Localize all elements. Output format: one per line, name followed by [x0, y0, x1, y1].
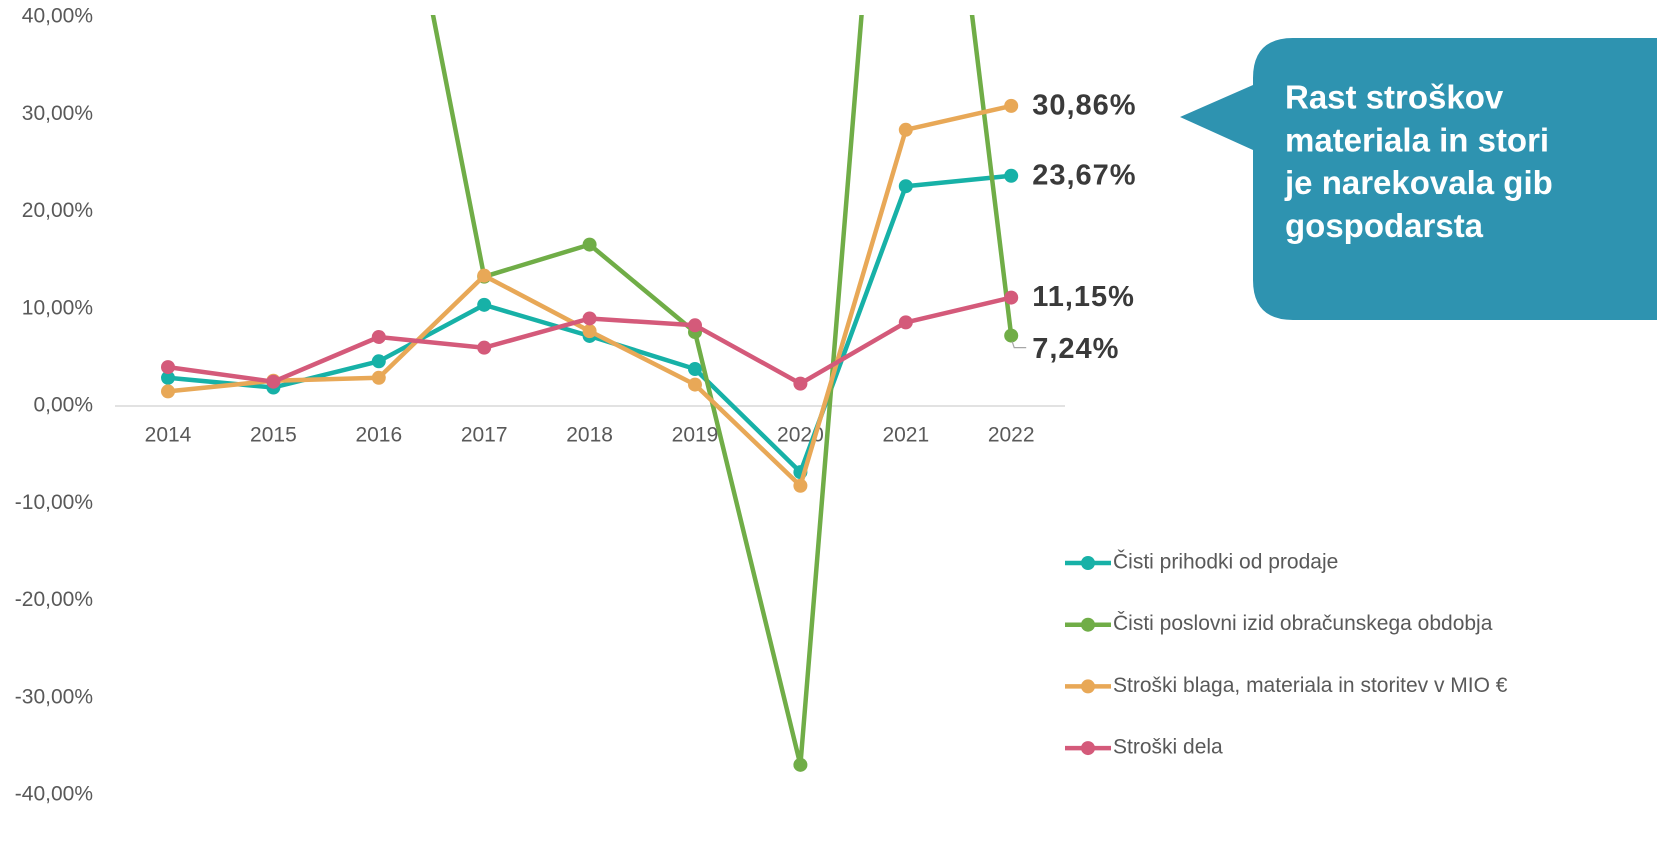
legend-label: Stroški blaga, materiala in storitev v M…	[1113, 674, 1508, 697]
legend-marker	[1081, 679, 1095, 694]
series-marker	[477, 297, 492, 312]
callout-text: gospodarsta	[1285, 207, 1484, 244]
callout-text: je narekovala gib	[1284, 164, 1553, 201]
legend-marker	[1081, 741, 1095, 756]
series-marker	[688, 377, 702, 392]
callout-text: materiala in stori	[1285, 121, 1549, 158]
data-label: 7,24%	[1032, 333, 1119, 365]
series-marker	[793, 478, 808, 493]
data-label: 11,15%	[1032, 281, 1135, 313]
leader-line	[1011, 341, 1027, 349]
series-marker	[793, 757, 808, 772]
y-tick-label: 40,00%	[22, 5, 93, 28]
data-labels: 23,67% 7,24% 30,86% 11,15%	[1011, 90, 1136, 365]
callout: Rast stroškov materiala in stori je nareko…	[1180, 38, 1657, 320]
series-marker	[1004, 98, 1019, 113]
x-tick-label: 2015	[250, 424, 297, 447]
y-tick-label: -30,00%	[15, 685, 93, 708]
series-marker	[1004, 168, 1019, 183]
legend-label: Stroški dela	[1113, 736, 1223, 759]
legend-label: Čisti prihodki od prodaje	[1113, 551, 1338, 574]
series-marker	[477, 340, 492, 355]
series-marker	[582, 311, 597, 326]
x-tick-label: 2022	[988, 424, 1035, 447]
y-tick-label: 0,00%	[33, 394, 93, 417]
data-label: 30,86%	[1032, 90, 1136, 122]
series-marker	[898, 315, 913, 330]
series-marker	[161, 360, 175, 375]
series-marker	[582, 237, 597, 252]
y-tick-label: -10,00%	[15, 491, 93, 514]
series-marker	[793, 376, 808, 391]
x-tick-label: 2019	[672, 424, 719, 447]
plot-area	[161, 15, 1019, 772]
series-marker	[688, 362, 702, 377]
callout-box	[1180, 38, 1657, 320]
series-marker	[1004, 290, 1019, 305]
x-tick-label: 2017	[461, 424, 508, 447]
series-marker	[161, 370, 175, 385]
legend-marker	[1081, 617, 1095, 632]
legend-label: Čisti poslovni izid obračunskega obdobja	[1113, 612, 1493, 635]
series-marker	[898, 122, 913, 137]
axis: -40,00% -30,00% -20,00% -10,00% 0,00% 10,00% 2…	[15, 5, 1065, 806]
series-marker	[371, 329, 386, 344]
x-tick-label: 2016	[355, 424, 402, 447]
y-tick-label: 20,00%	[22, 199, 93, 222]
legend-marker	[1081, 556, 1095, 570]
legend: Čisti prihodki od prodaje Čisti poslovni …	[1065, 551, 1508, 759]
series-marker	[898, 179, 913, 194]
data-label: 23,67%	[1032, 159, 1136, 191]
y-tick-label: 10,00%	[22, 296, 93, 319]
x-tick-label: 2018	[566, 424, 613, 447]
series-marker	[477, 268, 492, 283]
series-marker	[688, 318, 702, 333]
x-tick-label: 2014	[145, 424, 192, 447]
y-tick-label: 30,00%	[22, 102, 93, 125]
y-tick-label: -20,00%	[15, 588, 93, 611]
series-marker	[1004, 328, 1019, 343]
x-tick-label: 2021	[882, 424, 929, 447]
series-marker	[266, 374, 281, 389]
series-marker	[371, 354, 386, 369]
callout-text: Rast stroškov	[1285, 79, 1504, 116]
series-marker	[161, 384, 175, 399]
series-marker	[582, 324, 597, 339]
y-tick-label: -40,00%	[15, 783, 93, 806]
series-marker	[371, 370, 386, 385]
